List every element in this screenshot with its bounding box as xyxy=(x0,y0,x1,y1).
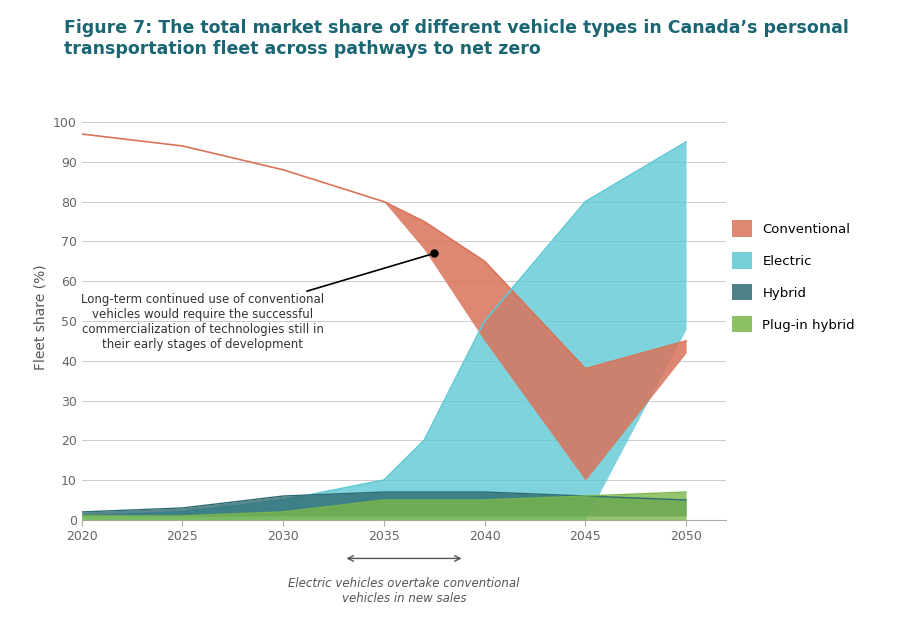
Y-axis label: Fleet share (%): Fleet share (%) xyxy=(34,264,47,370)
Text: Figure 7: The total market share of different vehicle types in Canada’s personal: Figure 7: The total market share of diff… xyxy=(64,19,848,58)
Text: Long-term continued use of conventional
vehicles would require the successful
co: Long-term continued use of conventional … xyxy=(81,254,431,351)
Text: Electric vehicles overtake conventional
vehicles in new sales: Electric vehicles overtake conventional … xyxy=(289,577,519,605)
Legend: Conventional, Electric, Hybrid, Plug-in hybrid: Conventional, Electric, Hybrid, Plug-in … xyxy=(725,214,862,339)
